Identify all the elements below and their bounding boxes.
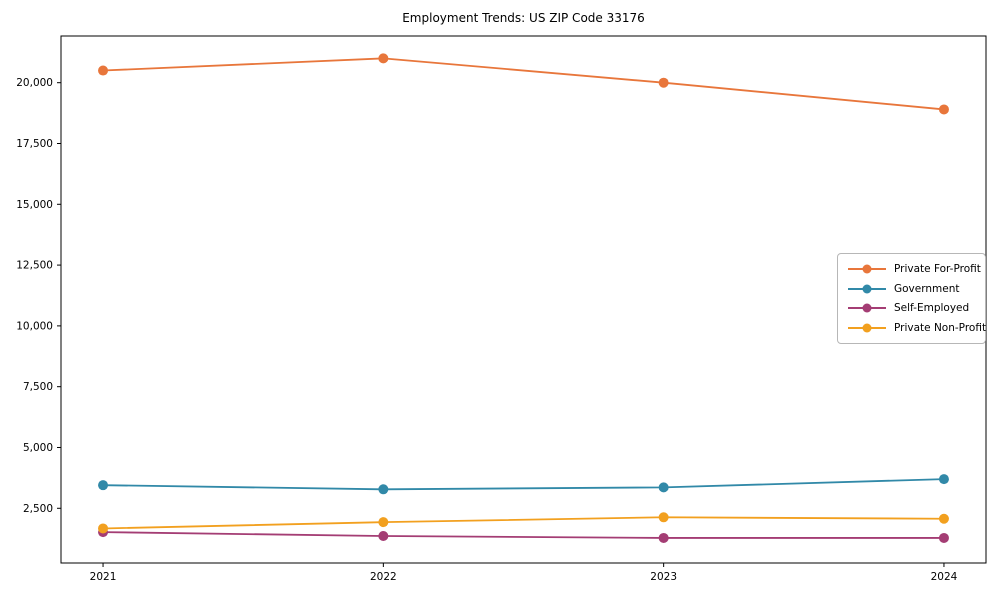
legend-item-self-employed: Self-Employed xyxy=(848,299,977,317)
data-point-private-non-profit xyxy=(378,517,389,528)
data-point-government xyxy=(938,474,949,485)
data-point-self-employed xyxy=(378,531,389,542)
y-axis-tick-label: 20,000 xyxy=(16,77,53,89)
y-axis-tick-label: 17,500 xyxy=(16,138,53,150)
x-axis-tick-label: 2022 xyxy=(370,571,397,583)
series-line-government xyxy=(102,478,945,491)
data-point-private-for-profit xyxy=(938,104,949,115)
data-point-private-for-profit xyxy=(98,65,109,76)
data-point-private-non-profit xyxy=(98,523,109,534)
data-point-self-employed xyxy=(658,532,669,543)
y-axis-tick-label: 7,500 xyxy=(23,381,53,393)
y-axis-tick-label: 15,000 xyxy=(16,199,53,211)
data-point-private-for-profit xyxy=(658,77,669,88)
data-point-private-non-profit xyxy=(938,513,949,524)
data-point-government xyxy=(378,484,389,495)
legend-line-marker-icon xyxy=(848,303,886,314)
legend-label: Self-Employed xyxy=(894,302,970,315)
x-axis-tick-label: 2021 xyxy=(90,571,117,583)
data-point-self-employed xyxy=(938,532,949,543)
legend-line-marker-icon xyxy=(848,323,886,334)
y-axis-tick-label: 2,500 xyxy=(23,503,53,515)
data-point-private-for-profit xyxy=(378,53,389,64)
data-point-private-non-profit xyxy=(658,512,669,523)
chart-title: Employment Trends: US ZIP Code 33176 xyxy=(402,11,645,25)
legend-label: Government xyxy=(894,282,960,295)
data-point-government xyxy=(98,480,109,491)
y-axis-tick-label: 5,000 xyxy=(23,442,53,454)
x-axis-tick-label: 2024 xyxy=(931,571,958,583)
axes-spines xyxy=(60,35,987,564)
legend-item-private-non-profit: Private Non-Profit xyxy=(848,319,986,337)
legend-item-government: Government xyxy=(848,280,977,298)
legend-label: Private Non-Profit xyxy=(894,322,987,335)
legend-line-marker-icon xyxy=(848,283,886,294)
legend-label: Private For-Profit xyxy=(894,262,981,275)
legend: Private For-Profit Government Self-Employe… xyxy=(837,253,986,344)
series-line-self-employed xyxy=(102,531,945,539)
data-point-government xyxy=(658,482,669,493)
y-axis-tick-label: 12,500 xyxy=(16,260,53,272)
series-line-private-non-profit xyxy=(102,516,945,530)
series-line-private-for-profit xyxy=(102,57,945,111)
y-axis-tick-label: 10,000 xyxy=(16,320,53,332)
legend-item-private-for-profit: Private For-Profit xyxy=(848,260,981,278)
legend-line-marker-icon xyxy=(848,263,886,274)
x-axis-tick-label: 2023 xyxy=(650,571,677,583)
